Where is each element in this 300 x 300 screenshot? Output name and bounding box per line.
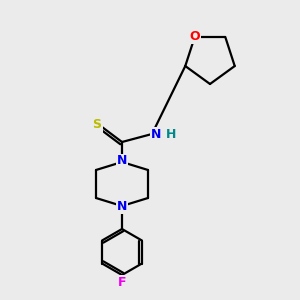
Text: N: N bbox=[151, 128, 161, 140]
Text: F: F bbox=[118, 275, 126, 289]
Text: H: H bbox=[166, 128, 176, 142]
Text: N: N bbox=[117, 154, 127, 167]
Text: S: S bbox=[92, 118, 101, 131]
Text: N: N bbox=[117, 200, 127, 212]
Text: O: O bbox=[189, 31, 200, 44]
